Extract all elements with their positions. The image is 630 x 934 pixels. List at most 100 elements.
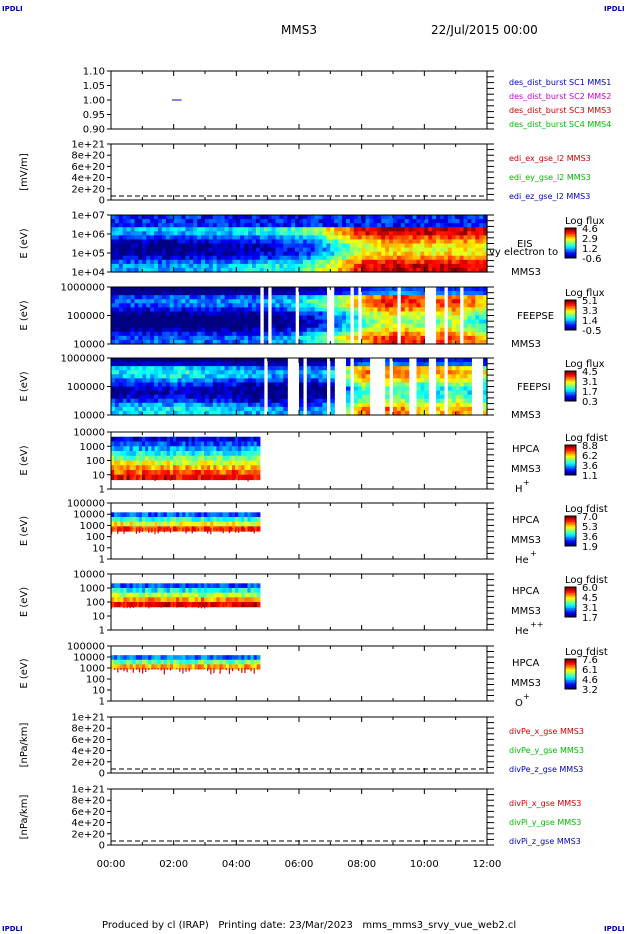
y-tick-label: 1000: [80, 584, 105, 595]
colorbar-tick-label: 8.8: [582, 441, 598, 452]
y-tick-label: 2e+20: [71, 184, 105, 195]
y-tick-label: 0: [99, 841, 105, 852]
colorbar-segment: [565, 375, 576, 378]
legend-burst-3: des_dist_burst SC3 MMS3: [509, 106, 611, 115]
colorbar-segment: [565, 322, 576, 325]
colorbar-tick-label: 1.1: [582, 471, 598, 482]
colorbar-tick-label: 4.5: [582, 367, 598, 378]
colorbar-segment: [565, 229, 576, 232]
colorbar-frame: [564, 586, 577, 618]
colorbar-segment: [565, 663, 576, 666]
colorbar-tick-label: 3.6: [582, 461, 598, 472]
y-tick-label: 2e+20: [71, 757, 105, 768]
colorbar-segment: [565, 606, 576, 609]
colorbar-segment: [565, 662, 576, 664]
colorbar-segment: [565, 255, 576, 257]
y-tick-label: 1.05: [83, 81, 105, 92]
colorbar-segment: [565, 448, 576, 450]
ion-charge-label: +: [530, 549, 537, 558]
colorbar-segment: [565, 452, 576, 455]
colorbar-segment: [565, 461, 576, 464]
y-tick-label: 10: [92, 543, 105, 554]
y-tick-label: 10000: [73, 340, 105, 351]
colorbar-segment: [565, 675, 576, 678]
colorbar-segment: [565, 244, 576, 247]
time-tick-label: 08:00: [347, 859, 376, 870]
colorbar-tick-label: 1.7: [582, 613, 598, 624]
y-tick-label: 1000000: [60, 283, 105, 294]
panel-frame-1: [110, 143, 488, 201]
colorbar-segment: [565, 457, 576, 459]
colorbar-segment: [565, 532, 576, 535]
y-tick-label: 10000: [73, 570, 105, 581]
colorbar-title: Log fdist: [565, 433, 608, 444]
colorbar-tick-label: 7.6: [582, 655, 598, 666]
y-tick-label: 1.00: [83, 96, 105, 107]
y-tick-label: 100000: [67, 642, 105, 653]
colorbar-segment: [565, 681, 576, 684]
species-label: MMS3: [511, 464, 541, 475]
y-axis-label: E (eV): [19, 658, 30, 688]
colorbar-segment: [565, 306, 576, 308]
colorbar-segment: [565, 529, 576, 532]
colorbar-tick-label: 5.3: [582, 522, 598, 533]
spectrogram-hpca_hepp: [111, 583, 261, 609]
colorbar-segment: [565, 250, 576, 253]
y-tick-label: 10: [92, 686, 105, 697]
colorbar-segment: [565, 240, 576, 242]
instrument-label: FEEPSE: [517, 311, 554, 322]
colorbar-tick-label: 4.6: [582, 224, 598, 235]
colorbar-segment: [565, 393, 576, 396]
y-tick-label: 1000: [80, 664, 105, 675]
colorbar-tick-label: 4.6: [582, 675, 598, 686]
colorbar-segment: [565, 231, 576, 233]
ion-charge-label: +: [523, 478, 530, 487]
y-axis-label: E (eV): [19, 516, 30, 546]
y-axis-label: E (eV): [19, 587, 30, 617]
colorbar-segment: [565, 588, 576, 591]
y-tick-label: 6e+20: [71, 735, 105, 746]
colorbar-segment: [565, 378, 576, 381]
colorbar-segment: [565, 520, 576, 523]
colorbar-tick-label: 3.1: [582, 377, 598, 388]
colorbar-segment: [565, 541, 576, 544]
colorbar-segment: [565, 315, 576, 317]
colorbar-segment: [565, 671, 576, 673]
legend-edi-1: edi_ey_gse_l2 MMS3: [509, 173, 591, 182]
colorbar-tick-label: 4.5: [582, 593, 598, 604]
species-label: MMS3: [511, 678, 541, 689]
y-tick-label: 6e+20: [71, 807, 105, 818]
colorbar-segment: [565, 238, 576, 241]
colorbar-tick-label: -0.5: [582, 326, 602, 337]
y-tick-label: 4e+20: [71, 173, 105, 184]
y-tick-label: 4e+20: [71, 746, 105, 757]
spectrogram-feeps_i: [111, 358, 488, 416]
colorbar-segment: [565, 587, 576, 589]
colorbar-segment: [565, 602, 576, 604]
y-tick-label: 1e+21: [71, 713, 105, 724]
y-tick-label: 100: [86, 675, 105, 686]
colorbar-segment: [565, 469, 576, 471]
colorbar-segment: [565, 614, 576, 616]
colorbar-segment: [565, 249, 576, 251]
y-tick-label: 8e+20: [71, 151, 105, 162]
colorbar-segment: [565, 672, 576, 675]
colorbar-segment: [565, 395, 576, 397]
instrument-label: HPCA: [512, 444, 540, 455]
colorbar-segment: [565, 599, 576, 601]
colorbar-segment: [565, 380, 576, 382]
y-tick-label: 10000: [73, 653, 105, 664]
colorbar-segment: [565, 669, 576, 672]
colorbar-segment: [565, 600, 576, 603]
spacecraft-title: MMS3: [281, 23, 317, 37]
time-tick-label: 00:00: [97, 859, 126, 870]
y-tick-label: 100000: [67, 382, 105, 393]
colorbar-segment: [565, 540, 576, 542]
colorbar-tick-label: 1.7: [582, 387, 598, 398]
colorbar-segment: [565, 300, 576, 302]
colorbar-segment: [565, 460, 576, 462]
colorbar-frame: [564, 370, 577, 402]
y-tick-label: 100: [86, 456, 105, 467]
colorbar-segment: [565, 318, 576, 320]
